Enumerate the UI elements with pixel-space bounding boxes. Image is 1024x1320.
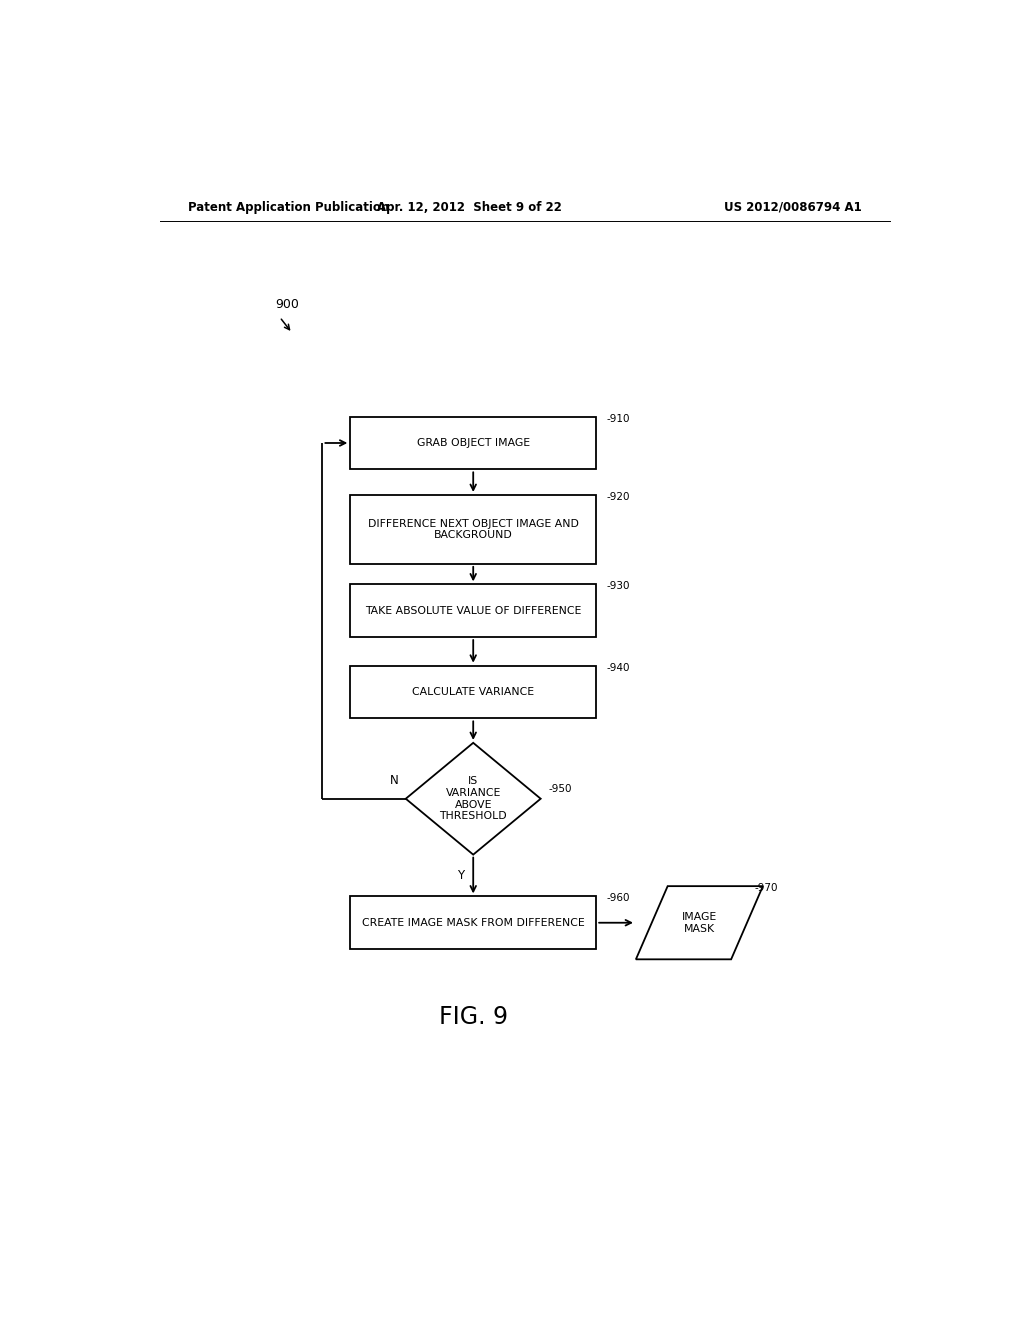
Polygon shape [406, 743, 541, 854]
Text: CALCULATE VARIANCE: CALCULATE VARIANCE [412, 686, 535, 697]
Text: TAKE ABSOLUTE VALUE OF DIFFERENCE: TAKE ABSOLUTE VALUE OF DIFFERENCE [365, 606, 582, 615]
Text: -920: -920 [606, 492, 630, 502]
Text: Patent Application Publication: Patent Application Publication [187, 201, 389, 214]
Text: GRAB OBJECT IMAGE: GRAB OBJECT IMAGE [417, 438, 529, 447]
Text: Apr. 12, 2012  Sheet 9 of 22: Apr. 12, 2012 Sheet 9 of 22 [377, 201, 562, 214]
Text: -940: -940 [606, 663, 630, 672]
Text: US 2012/0086794 A1: US 2012/0086794 A1 [724, 201, 862, 214]
Text: N: N [389, 774, 398, 787]
Text: DIFFERENCE NEXT OBJECT IMAGE AND
BACKGROUND: DIFFERENCE NEXT OBJECT IMAGE AND BACKGRO… [368, 519, 579, 540]
Text: -960: -960 [606, 894, 630, 903]
Text: Y: Y [457, 869, 464, 882]
Polygon shape [636, 886, 763, 960]
Text: 900: 900 [274, 298, 299, 312]
Text: IMAGE
MASK: IMAGE MASK [682, 912, 717, 933]
FancyBboxPatch shape [350, 585, 596, 638]
Text: CREATE IMAGE MASK FROM DIFFERENCE: CREATE IMAGE MASK FROM DIFFERENCE [361, 917, 585, 928]
FancyBboxPatch shape [350, 665, 596, 718]
Text: -970: -970 [755, 883, 778, 894]
FancyBboxPatch shape [350, 495, 596, 564]
Text: -910: -910 [606, 413, 630, 424]
Text: -930: -930 [606, 581, 630, 591]
FancyBboxPatch shape [350, 896, 596, 949]
FancyBboxPatch shape [350, 417, 596, 470]
Text: FIG. 9: FIG. 9 [438, 1006, 508, 1030]
Text: -950: -950 [549, 784, 572, 793]
Text: IS
VARIANCE
ABOVE
THRESHOLD: IS VARIANCE ABOVE THRESHOLD [439, 776, 507, 821]
